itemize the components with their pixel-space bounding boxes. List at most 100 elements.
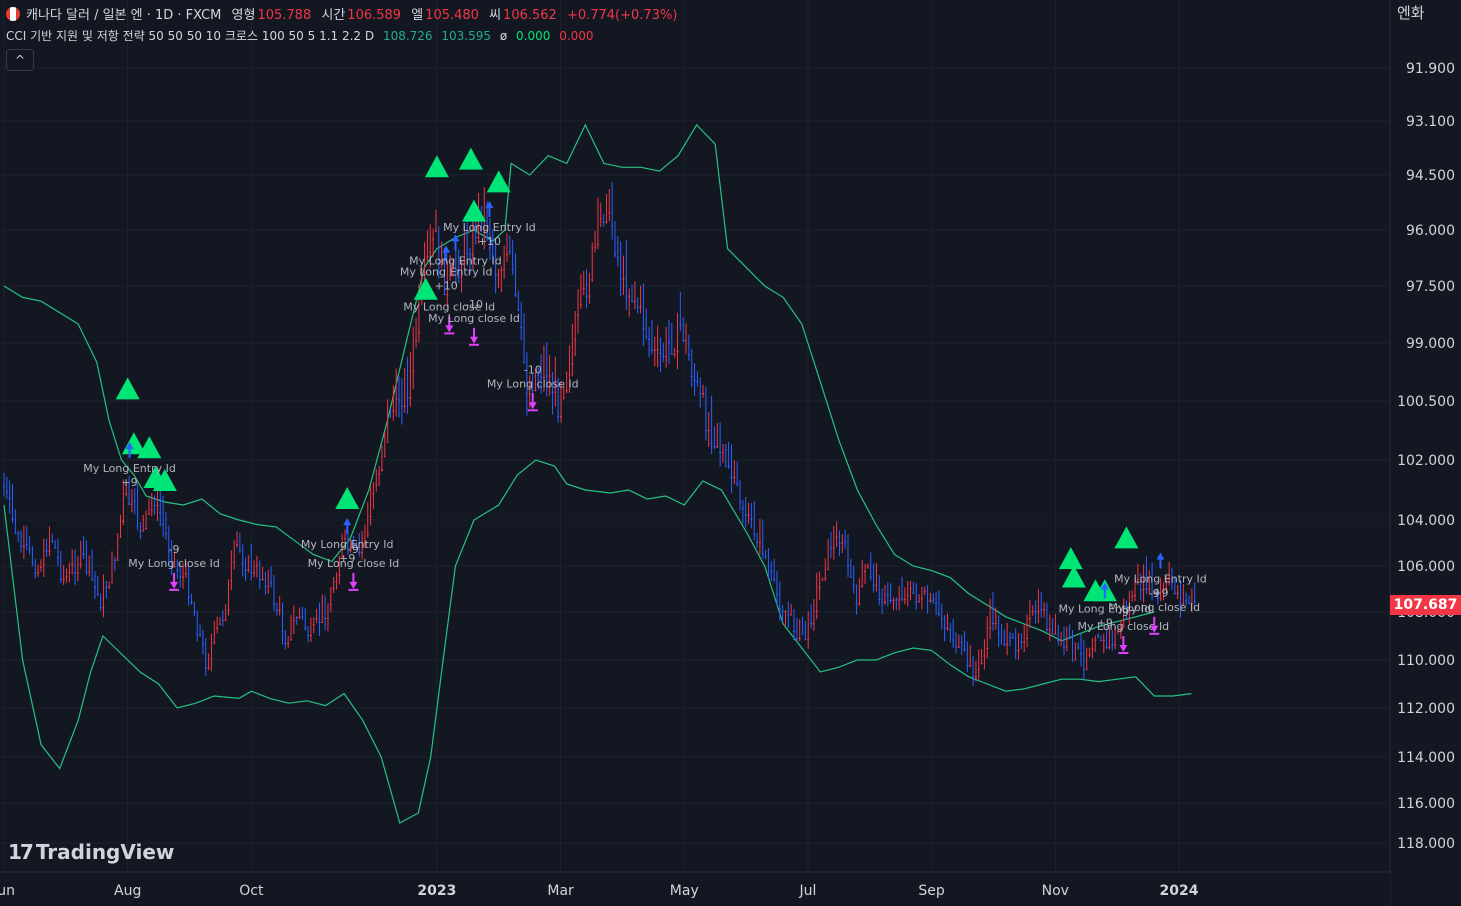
candle-body — [28, 548, 31, 550]
candle-body — [795, 638, 798, 640]
candle-body — [122, 520, 125, 522]
indicator-name[interactable]: CCI 기반 지원 및 저항 전략 50 50 50 10 크로스 100 50… — [6, 29, 375, 43]
candle-body — [557, 416, 560, 418]
exit-signal-qty: -10 — [465, 298, 483, 311]
x-tick-label: Mar — [547, 883, 574, 899]
candle-body — [653, 349, 656, 351]
indicator-value-1: 0.000 — [516, 29, 551, 43]
candle-body — [736, 483, 739, 485]
candle-body — [770, 570, 773, 572]
candle-body — [494, 274, 497, 276]
candle-body — [42, 564, 45, 566]
candle-body — [1122, 626, 1125, 628]
entry-triangle-marker — [458, 147, 483, 170]
candle-body — [400, 405, 403, 407]
exit-signal-qty: -9 — [169, 543, 180, 556]
candle-body — [349, 547, 352, 549]
candle-body — [818, 586, 821, 588]
candle-body — [849, 576, 852, 578]
candle-body — [824, 577, 827, 579]
candle-body — [548, 375, 551, 377]
candle-body — [841, 542, 844, 544]
candle-body — [176, 569, 179, 571]
candle-body — [545, 375, 548, 377]
exit-signal-qty: -10 — [524, 363, 542, 376]
candle-body — [1185, 600, 1188, 602]
candle-body — [241, 563, 244, 565]
candle-body — [645, 336, 648, 338]
candle-body — [946, 627, 949, 629]
cad-flag-icon — [6, 7, 20, 21]
candle-body — [534, 389, 537, 391]
candle-body — [398, 399, 401, 401]
candle-body — [1094, 639, 1097, 641]
entry-triangle-marker — [335, 487, 360, 509]
candle-body — [829, 547, 832, 549]
time-axis-background — [0, 873, 1390, 906]
entry-triangle-marker — [152, 469, 177, 491]
candle-body — [105, 586, 108, 588]
candle-body — [835, 536, 838, 538]
candle-body — [943, 627, 946, 629]
exit-arrow-head — [349, 581, 358, 589]
candle-body — [852, 585, 855, 587]
candle-body — [250, 572, 253, 574]
candle-body — [1031, 611, 1034, 613]
candle-body — [761, 553, 764, 555]
candle-body — [483, 230, 486, 232]
entry-triangle-marker — [115, 377, 140, 400]
symbol-title[interactable]: 캐나다 달러 / 일본 엔 · 1D · FXCM — [26, 8, 222, 23]
candle-body — [815, 610, 818, 612]
x-tick-label: Jun — [0, 883, 15, 899]
candle-body — [528, 393, 531, 395]
candle-body — [312, 624, 315, 626]
candle-body — [1151, 593, 1154, 595]
candle-body — [244, 569, 247, 571]
candle-body — [3, 486, 5, 488]
candle-body — [326, 618, 329, 620]
candle-body — [375, 483, 378, 485]
candle-body — [150, 509, 153, 511]
candle-body — [247, 569, 250, 571]
candle-body — [562, 397, 565, 399]
candle-body — [1119, 628, 1122, 630]
currency-label[interactable]: 엔화 — [1397, 0, 1425, 25]
candle-body — [113, 559, 116, 561]
candle-body — [264, 586, 267, 588]
candle-body — [341, 555, 344, 557]
candle-body — [156, 505, 159, 507]
candle-body — [14, 532, 17, 534]
candle-body — [452, 265, 455, 267]
candle-body — [68, 572, 71, 574]
candle-body — [167, 551, 170, 553]
candle-body — [858, 603, 861, 605]
candle-body — [989, 627, 992, 629]
candle-body — [1148, 588, 1151, 590]
candle-body — [673, 353, 676, 355]
candle-body — [284, 642, 287, 644]
candle-body — [912, 592, 915, 594]
entry-arrow-head — [451, 234, 460, 242]
candle-body — [869, 576, 872, 578]
last-price-tag: 107.687 — [1390, 594, 1461, 615]
candle-body — [8, 498, 11, 500]
candle-body — [301, 616, 304, 618]
y-tick-label: 116.000 — [1397, 796, 1455, 812]
candle-body — [605, 221, 608, 223]
candle-body — [31, 562, 34, 564]
candle-body — [861, 586, 864, 588]
x-tick-label: 2023 — [417, 883, 456, 899]
tradingview-logo[interactable]: 17 TradingView — [8, 840, 174, 864]
candle-body — [1020, 641, 1023, 643]
chevron-up-icon[interactable]: ^ — [6, 49, 34, 71]
y-tick-label: 106.000 — [1397, 559, 1455, 575]
candle-body — [804, 639, 807, 641]
candle-body — [460, 276, 463, 278]
candle-body — [596, 244, 599, 246]
candle-body — [520, 326, 523, 328]
candle-body — [611, 225, 614, 227]
x-tick-label: Oct — [239, 883, 264, 899]
candle-body — [346, 547, 349, 549]
candle-body — [889, 599, 892, 601]
